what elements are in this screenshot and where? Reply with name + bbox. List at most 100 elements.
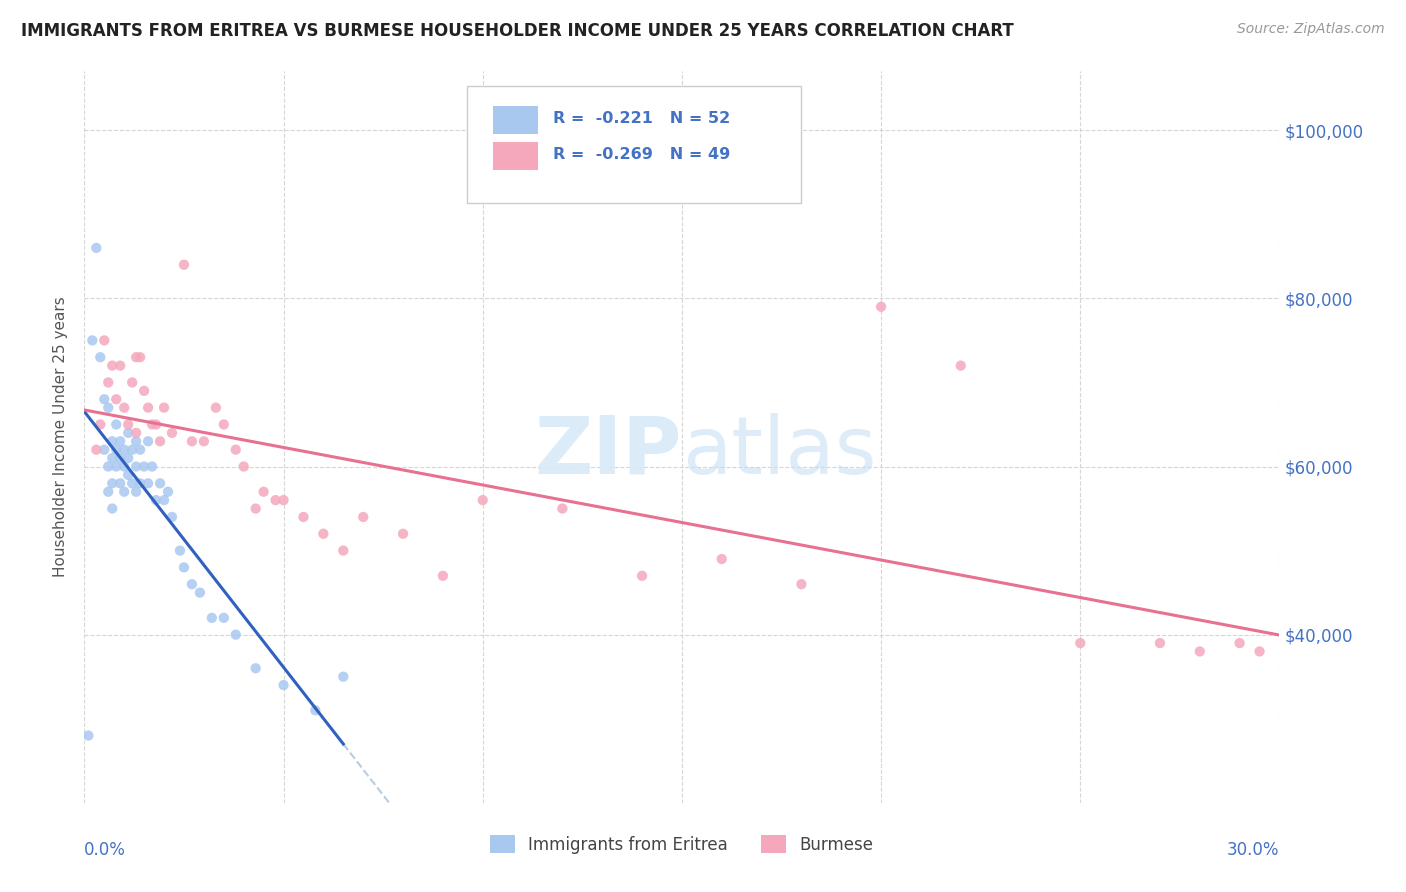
Point xyxy=(790,577,813,591)
Point xyxy=(110,476,132,491)
Point xyxy=(121,442,143,457)
Point xyxy=(101,501,124,516)
Text: atlas: atlas xyxy=(682,413,876,491)
Point xyxy=(1149,636,1171,650)
Point xyxy=(129,442,152,457)
Point xyxy=(141,417,163,432)
Point xyxy=(169,543,191,558)
Point xyxy=(121,376,143,390)
Point xyxy=(1229,636,1251,650)
Point xyxy=(117,417,139,432)
Point xyxy=(117,467,139,482)
Point xyxy=(631,569,654,583)
Y-axis label: Householder Income Under 25 years: Householder Income Under 25 years xyxy=(53,297,69,577)
Point xyxy=(129,476,152,491)
Point xyxy=(101,434,124,449)
Point xyxy=(97,376,120,390)
Point xyxy=(77,729,100,743)
Point xyxy=(181,434,204,449)
Point xyxy=(97,401,120,415)
Point xyxy=(173,258,195,272)
Point xyxy=(264,493,287,508)
Point xyxy=(112,459,135,474)
Point xyxy=(89,350,111,364)
Point xyxy=(153,493,176,508)
Point xyxy=(97,484,120,499)
Point xyxy=(181,577,204,591)
Point xyxy=(551,501,574,516)
Text: IMMIGRANTS FROM ERITREA VS BURMESE HOUSEHOLDER INCOME UNDER 25 YEARS CORRELATION: IMMIGRANTS FROM ERITREA VS BURMESE HOUSE… xyxy=(21,22,1014,40)
Point xyxy=(112,484,135,499)
Point xyxy=(105,459,128,474)
Text: ZIP: ZIP xyxy=(534,413,682,491)
Point xyxy=(245,661,267,675)
Point xyxy=(110,434,132,449)
Point xyxy=(232,459,254,474)
Point xyxy=(101,359,124,373)
Point xyxy=(141,459,163,474)
Point xyxy=(1188,644,1211,658)
Point xyxy=(145,493,167,508)
Point xyxy=(160,510,183,524)
Point xyxy=(949,359,972,373)
Point xyxy=(273,493,295,508)
Point xyxy=(89,417,111,432)
Point xyxy=(432,569,454,583)
Point xyxy=(225,442,247,457)
Point xyxy=(157,484,180,499)
Point xyxy=(112,401,135,415)
FancyBboxPatch shape xyxy=(494,143,538,170)
Point xyxy=(212,611,235,625)
Point xyxy=(1069,636,1091,650)
Text: 30.0%: 30.0% xyxy=(1227,840,1279,859)
Point xyxy=(173,560,195,574)
Point xyxy=(1249,644,1271,658)
Point xyxy=(110,451,132,466)
Point xyxy=(870,300,893,314)
Point xyxy=(253,484,276,499)
Point xyxy=(160,425,183,440)
Point xyxy=(136,434,159,449)
Point xyxy=(117,451,139,466)
Point xyxy=(245,501,267,516)
FancyBboxPatch shape xyxy=(467,86,801,203)
Point xyxy=(710,552,733,566)
Point xyxy=(292,510,315,524)
Point xyxy=(110,359,132,373)
Point xyxy=(332,543,354,558)
Point xyxy=(121,476,143,491)
Point xyxy=(82,334,104,348)
Point xyxy=(304,703,326,717)
Point xyxy=(129,350,152,364)
Point xyxy=(125,350,148,364)
Point xyxy=(105,442,128,457)
Point xyxy=(125,425,148,440)
Text: Source: ZipAtlas.com: Source: ZipAtlas.com xyxy=(1237,22,1385,37)
Point xyxy=(136,401,159,415)
Point xyxy=(93,334,115,348)
Point xyxy=(332,670,354,684)
Point xyxy=(86,241,108,255)
Point xyxy=(93,442,115,457)
Text: R =  -0.221   N = 52: R = -0.221 N = 52 xyxy=(553,111,730,126)
Point xyxy=(101,451,124,466)
Text: 0.0%: 0.0% xyxy=(84,840,127,859)
Point xyxy=(93,392,115,407)
Point xyxy=(153,401,176,415)
Point xyxy=(188,585,211,599)
Point xyxy=(105,417,128,432)
Point xyxy=(97,459,120,474)
Text: R =  -0.269   N = 49: R = -0.269 N = 49 xyxy=(553,147,730,162)
Point xyxy=(225,627,247,641)
Point xyxy=(149,476,172,491)
Point xyxy=(125,434,148,449)
Point xyxy=(86,442,108,457)
Point xyxy=(273,678,295,692)
Point xyxy=(212,417,235,432)
FancyBboxPatch shape xyxy=(494,106,538,134)
Point xyxy=(132,459,156,474)
Point xyxy=(117,425,139,440)
Point xyxy=(112,442,135,457)
Point xyxy=(352,510,374,524)
Point xyxy=(105,392,128,407)
